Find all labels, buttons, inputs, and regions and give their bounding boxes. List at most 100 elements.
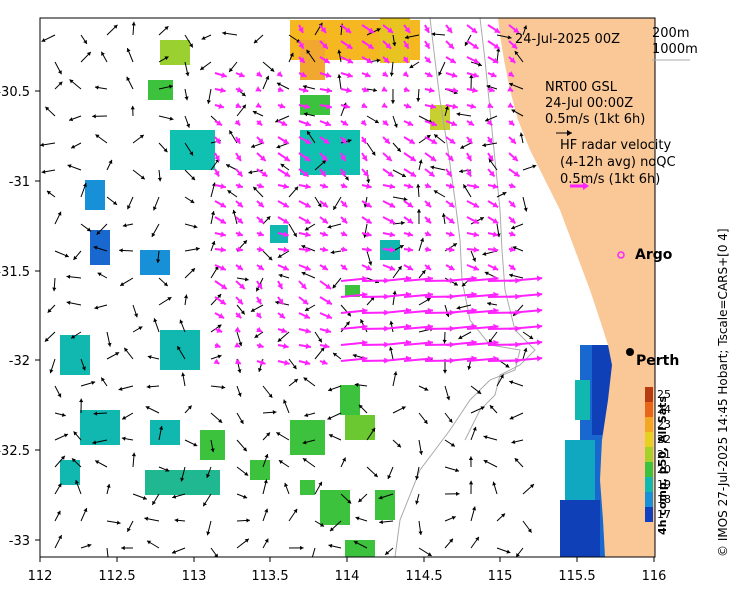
- radar-arrow-head: [407, 201, 413, 208]
- model-arrow-head: [239, 419, 244, 424]
- radar-arrow-head: [448, 201, 455, 208]
- radar-arrow-head: [361, 102, 368, 108]
- argo-marker: [617, 251, 625, 259]
- model-arrow-head: [144, 516, 149, 521]
- radar-legend-arrowhead: [583, 182, 589, 190]
- model-arrow-head: [200, 66, 205, 70]
- radar-arrow-head: [403, 42, 409, 49]
- radar-arrow-head: [466, 137, 473, 144]
- model-arrow-head: [371, 427, 376, 433]
- radar-arrow-head: [447, 155, 454, 161]
- model-arrow-head: [344, 176, 349, 181]
- radar-arrow-head: [277, 283, 283, 289]
- model-arrow-head: [181, 372, 186, 377]
- model-arrow-head: [523, 25, 528, 30]
- model-arrow-head: [164, 56, 169, 61]
- radar-arrow-head: [322, 217, 328, 224]
- model-arrow-head: [146, 384, 151, 389]
- radar-arrow-head: [473, 202, 479, 208]
- model-arrow-head: [92, 114, 96, 119]
- radar-arrow-head: [281, 120, 287, 126]
- model-arrow-head: [152, 500, 156, 505]
- radar-arrow-head: [512, 155, 518, 161]
- model-arrow-head: [345, 321, 350, 326]
- radar-arrow-head: [451, 72, 458, 78]
- radar-arrow-head: [360, 137, 367, 144]
- radar-arrow-head: [366, 231, 372, 238]
- radar-legend-line2: (4-12h avg) noQC: [560, 155, 676, 170]
- radar-arrow-head: [345, 27, 351, 33]
- model-arrow-head: [289, 52, 294, 57]
- radar-arrow-head: [486, 137, 493, 144]
- model-arrow-head: [337, 49, 342, 54]
- colorbar-swatch: [645, 462, 653, 477]
- radar-arrow-head: [284, 359, 290, 366]
- model-arrow-head: [40, 142, 44, 147]
- model-arrow-head: [246, 518, 250, 523]
- colorbar-swatch: [645, 417, 653, 432]
- colorbar-swatch: [645, 402, 653, 417]
- model-arrow-head: [444, 105, 449, 110]
- radar-arrow-head: [492, 264, 499, 271]
- model-arrow-head: [56, 510, 61, 515]
- model-arrow-head: [328, 387, 333, 392]
- model-arrow-head: [250, 308, 255, 312]
- model-arrow-head: [101, 51, 105, 56]
- radar-arrow: [508, 293, 543, 298]
- radar-arrow: [466, 357, 499, 362]
- model-arrow-head: [258, 367, 263, 372]
- radar-arrow-head: [281, 327, 287, 334]
- model-arrow-head: [511, 225, 516, 230]
- model-arrow-head: [347, 499, 352, 504]
- model-arrow-head: [227, 190, 232, 195]
- model-arrow-head: [163, 282, 168, 287]
- radar-arrow-head: [322, 231, 328, 237]
- radar-arrow-head: [326, 299, 332, 305]
- radar-arrow-head: [494, 27, 500, 33]
- model-arrow-head: [441, 213, 446, 218]
- radar-arrow-head: [507, 71, 514, 77]
- model-arrow-head: [232, 209, 237, 214]
- radar-arrow-head: [426, 71, 433, 78]
- radar-arrow-head: [446, 170, 452, 177]
- model-arrow-head: [416, 183, 421, 188]
- colorbar-label: 4h comp, p50, All Sats: [656, 396, 669, 535]
- radar-arrow-head: [305, 183, 311, 190]
- radar-arrow-head: [237, 86, 243, 93]
- model-arrow-head: [172, 494, 177, 499]
- model-arrow-head: [94, 305, 99, 310]
- model-arrow-head: [145, 406, 150, 410]
- radar-arrow-head: [304, 103, 310, 110]
- model-arrow-head: [203, 502, 207, 507]
- model-arrow-head: [404, 35, 409, 40]
- radar-arrow-head: [305, 246, 311, 253]
- model-arrow-head: [44, 337, 49, 342]
- radar-arrow-head: [425, 246, 432, 253]
- radar-arrow-head: [509, 217, 516, 224]
- radar-arrow-head: [448, 231, 455, 237]
- model-arrow-head: [60, 455, 65, 460]
- colorbar-tick-label: 19: [657, 478, 671, 491]
- radar-arrow-head: [220, 265, 226, 271]
- model-arrow-head: [302, 458, 307, 462]
- model-arrow-head: [58, 70, 62, 75]
- radar-arrow: [445, 357, 477, 362]
- model-arrow-head: [332, 284, 337, 289]
- radar-arrow-head: [389, 265, 395, 271]
- radar-arrow-head: [214, 342, 221, 349]
- model-arrow-head: [263, 479, 268, 484]
- radar-arrow: [466, 293, 499, 298]
- radar-arrow-head: [466, 155, 472, 161]
- model-arrow-head: [193, 224, 198, 229]
- radar-arrow-head: [322, 43, 328, 49]
- model-arrow-head: [41, 38, 46, 42]
- model-arrow-head: [389, 72, 394, 77]
- model-arrow-head: [79, 398, 84, 403]
- radar-arrow: [445, 341, 477, 346]
- radar-arrow-head: [282, 218, 289, 224]
- radar-arrow-head: [261, 171, 268, 177]
- radar-arrow-head: [305, 343, 311, 350]
- model-arrow-head: [83, 39, 87, 44]
- y-tick-label: -32: [9, 354, 30, 369]
- radar-arrow-head: [449, 57, 456, 63]
